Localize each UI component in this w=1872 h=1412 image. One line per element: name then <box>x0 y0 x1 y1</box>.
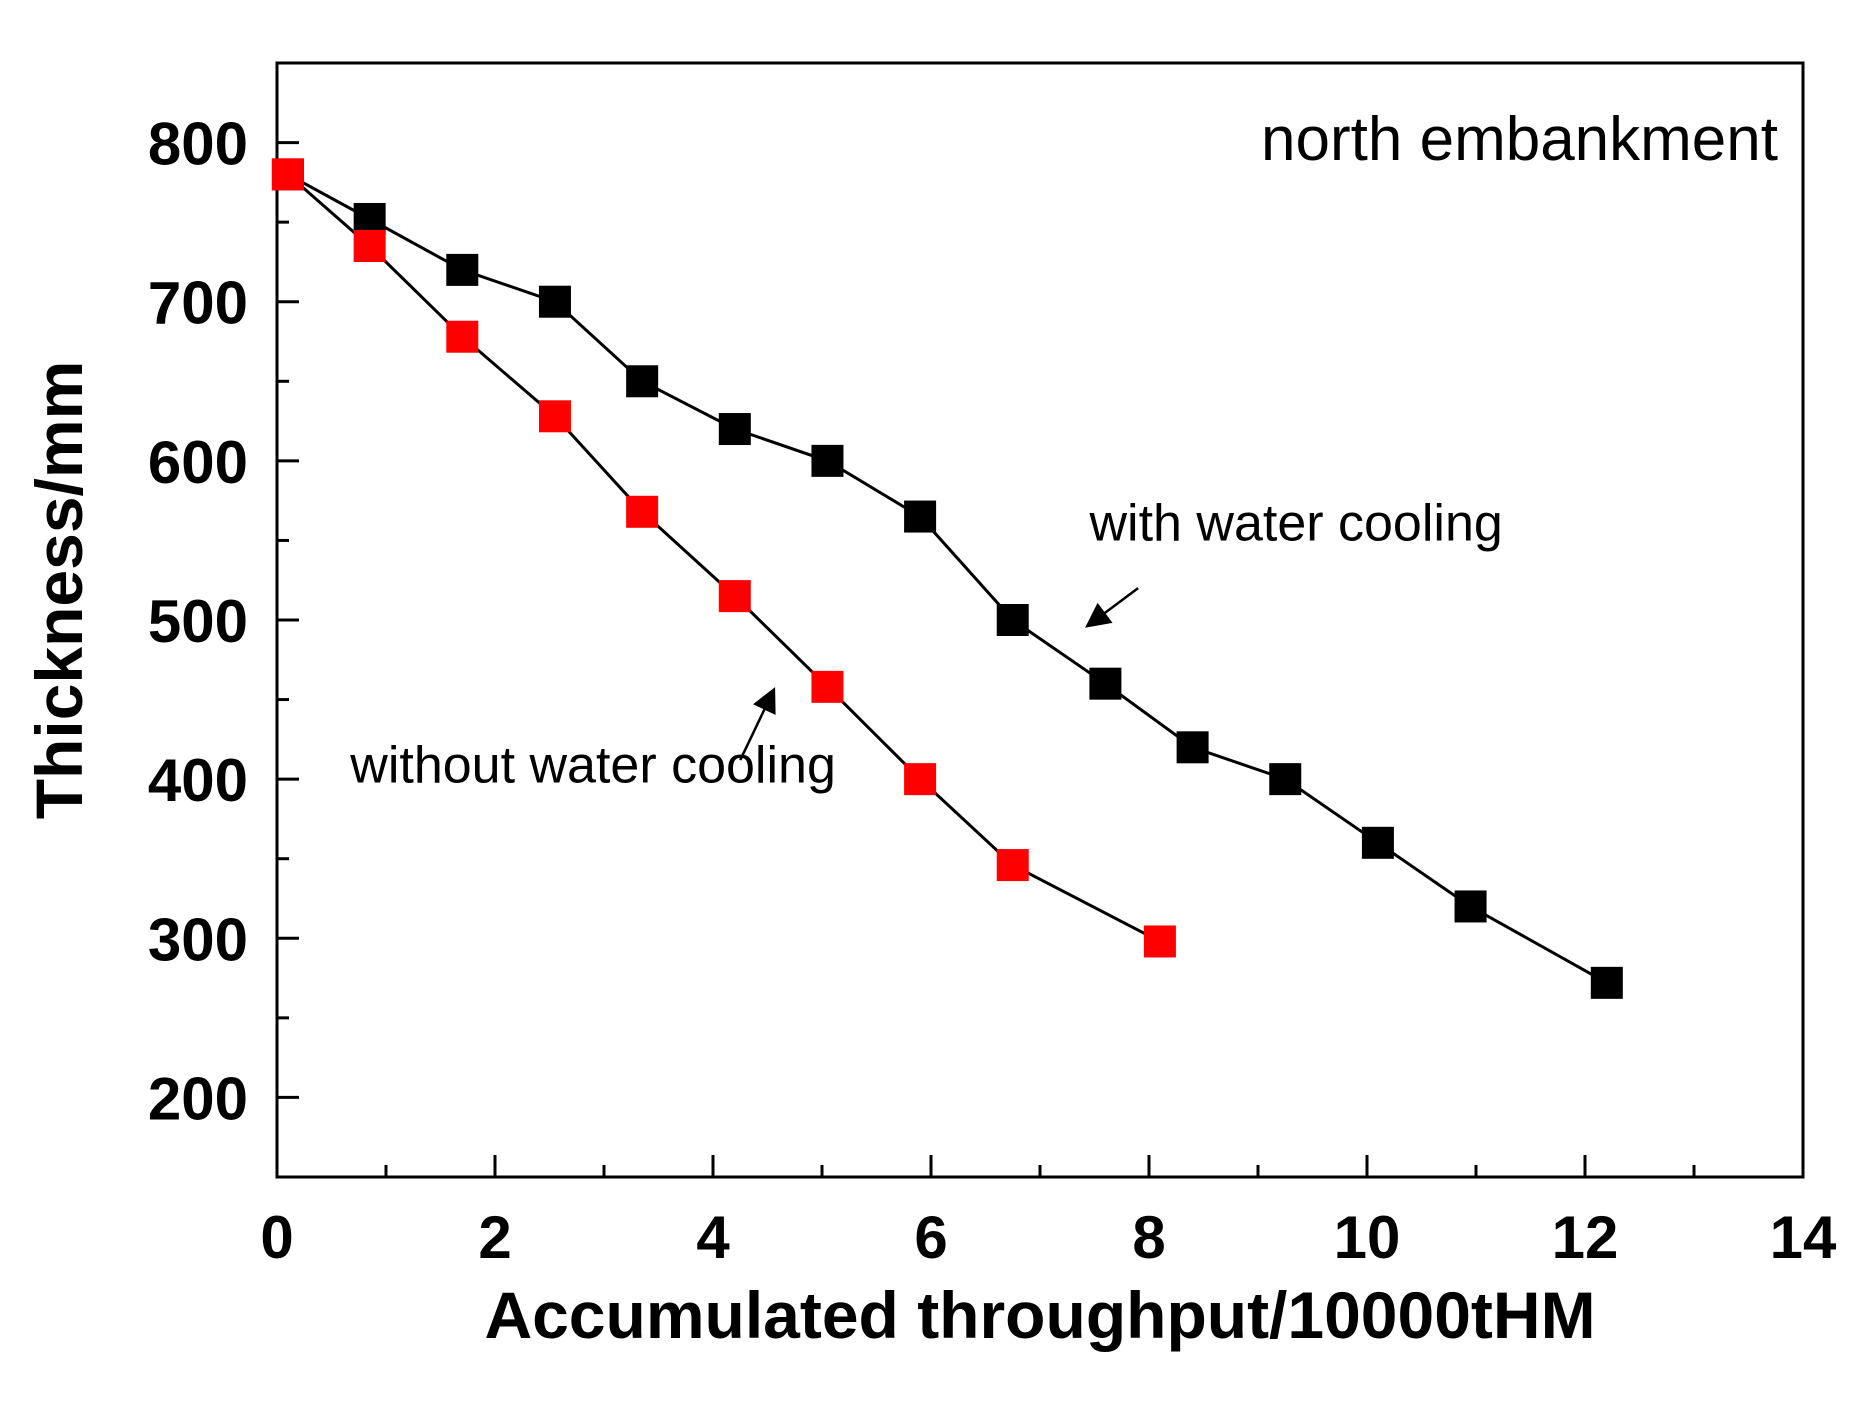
data-point <box>1089 667 1122 700</box>
y-tick-label: 400 <box>148 747 248 814</box>
data-point <box>353 230 386 263</box>
y-tick-label: 800 <box>148 111 248 178</box>
y-axis-title: Thickness/mm <box>22 361 96 820</box>
data-point <box>1176 731 1209 764</box>
data-point <box>1361 826 1394 859</box>
data-point <box>446 253 479 286</box>
data-point <box>996 849 1029 882</box>
annotation-arrow <box>1085 587 1139 628</box>
chart-title: north embankment <box>1261 105 1778 174</box>
data-point <box>446 320 479 353</box>
data-point <box>353 202 386 235</box>
series-lines <box>286 173 1608 985</box>
annotation-label: with water cooling <box>1088 494 1502 552</box>
data-point <box>538 285 571 318</box>
x-tick-label: 4 <box>696 1204 730 1271</box>
x-tick-label: 14 <box>1770 1204 1837 1271</box>
x-tick-label: 2 <box>478 1204 511 1271</box>
data-point <box>718 413 751 446</box>
y-tick-label: 200 <box>148 1065 248 1132</box>
annotation-label: without water cooling <box>349 736 836 794</box>
x-axis-title: Accumulated throughput/10000tHM <box>484 1278 1595 1352</box>
y-tick-label: 500 <box>148 588 248 655</box>
axis-ticks <box>275 141 1805 1177</box>
data-point <box>626 365 659 398</box>
x-tick-label: 10 <box>1334 1204 1401 1271</box>
y-tick-label: 700 <box>148 270 248 337</box>
x-tick-label: 8 <box>1132 1204 1165 1271</box>
data-point <box>718 580 751 613</box>
x-tick-label: 0 <box>260 1204 293 1271</box>
y-tick-label: 300 <box>148 906 248 973</box>
series-markers <box>271 158 1623 999</box>
data-point <box>811 670 844 703</box>
data-point <box>904 763 937 796</box>
series-line-2 <box>286 173 1161 943</box>
data-point <box>1269 763 1302 796</box>
y-tick-label: 600 <box>148 429 248 496</box>
data-point <box>811 444 844 477</box>
annotation-arrow <box>739 687 776 761</box>
data-point <box>538 400 571 433</box>
series-line-1 <box>287 173 1608 985</box>
data-point <box>1454 890 1487 923</box>
x-tick-label: 6 <box>914 1204 947 1271</box>
data-point <box>1590 966 1623 999</box>
x-tick-label: 12 <box>1552 1204 1619 1271</box>
data-point <box>996 604 1029 636</box>
data-point <box>626 495 659 528</box>
annotations: with water cooling without water cooling <box>349 494 1503 794</box>
data-point <box>904 500 937 533</box>
plot-frame <box>275 61 1805 1179</box>
data-point <box>1143 925 1176 958</box>
axis-tick-labels: 0 2 4 6 8 10 12 14 200 300 400 500 600 700 800 <box>148 111 1837 1271</box>
data-point <box>271 158 304 191</box>
